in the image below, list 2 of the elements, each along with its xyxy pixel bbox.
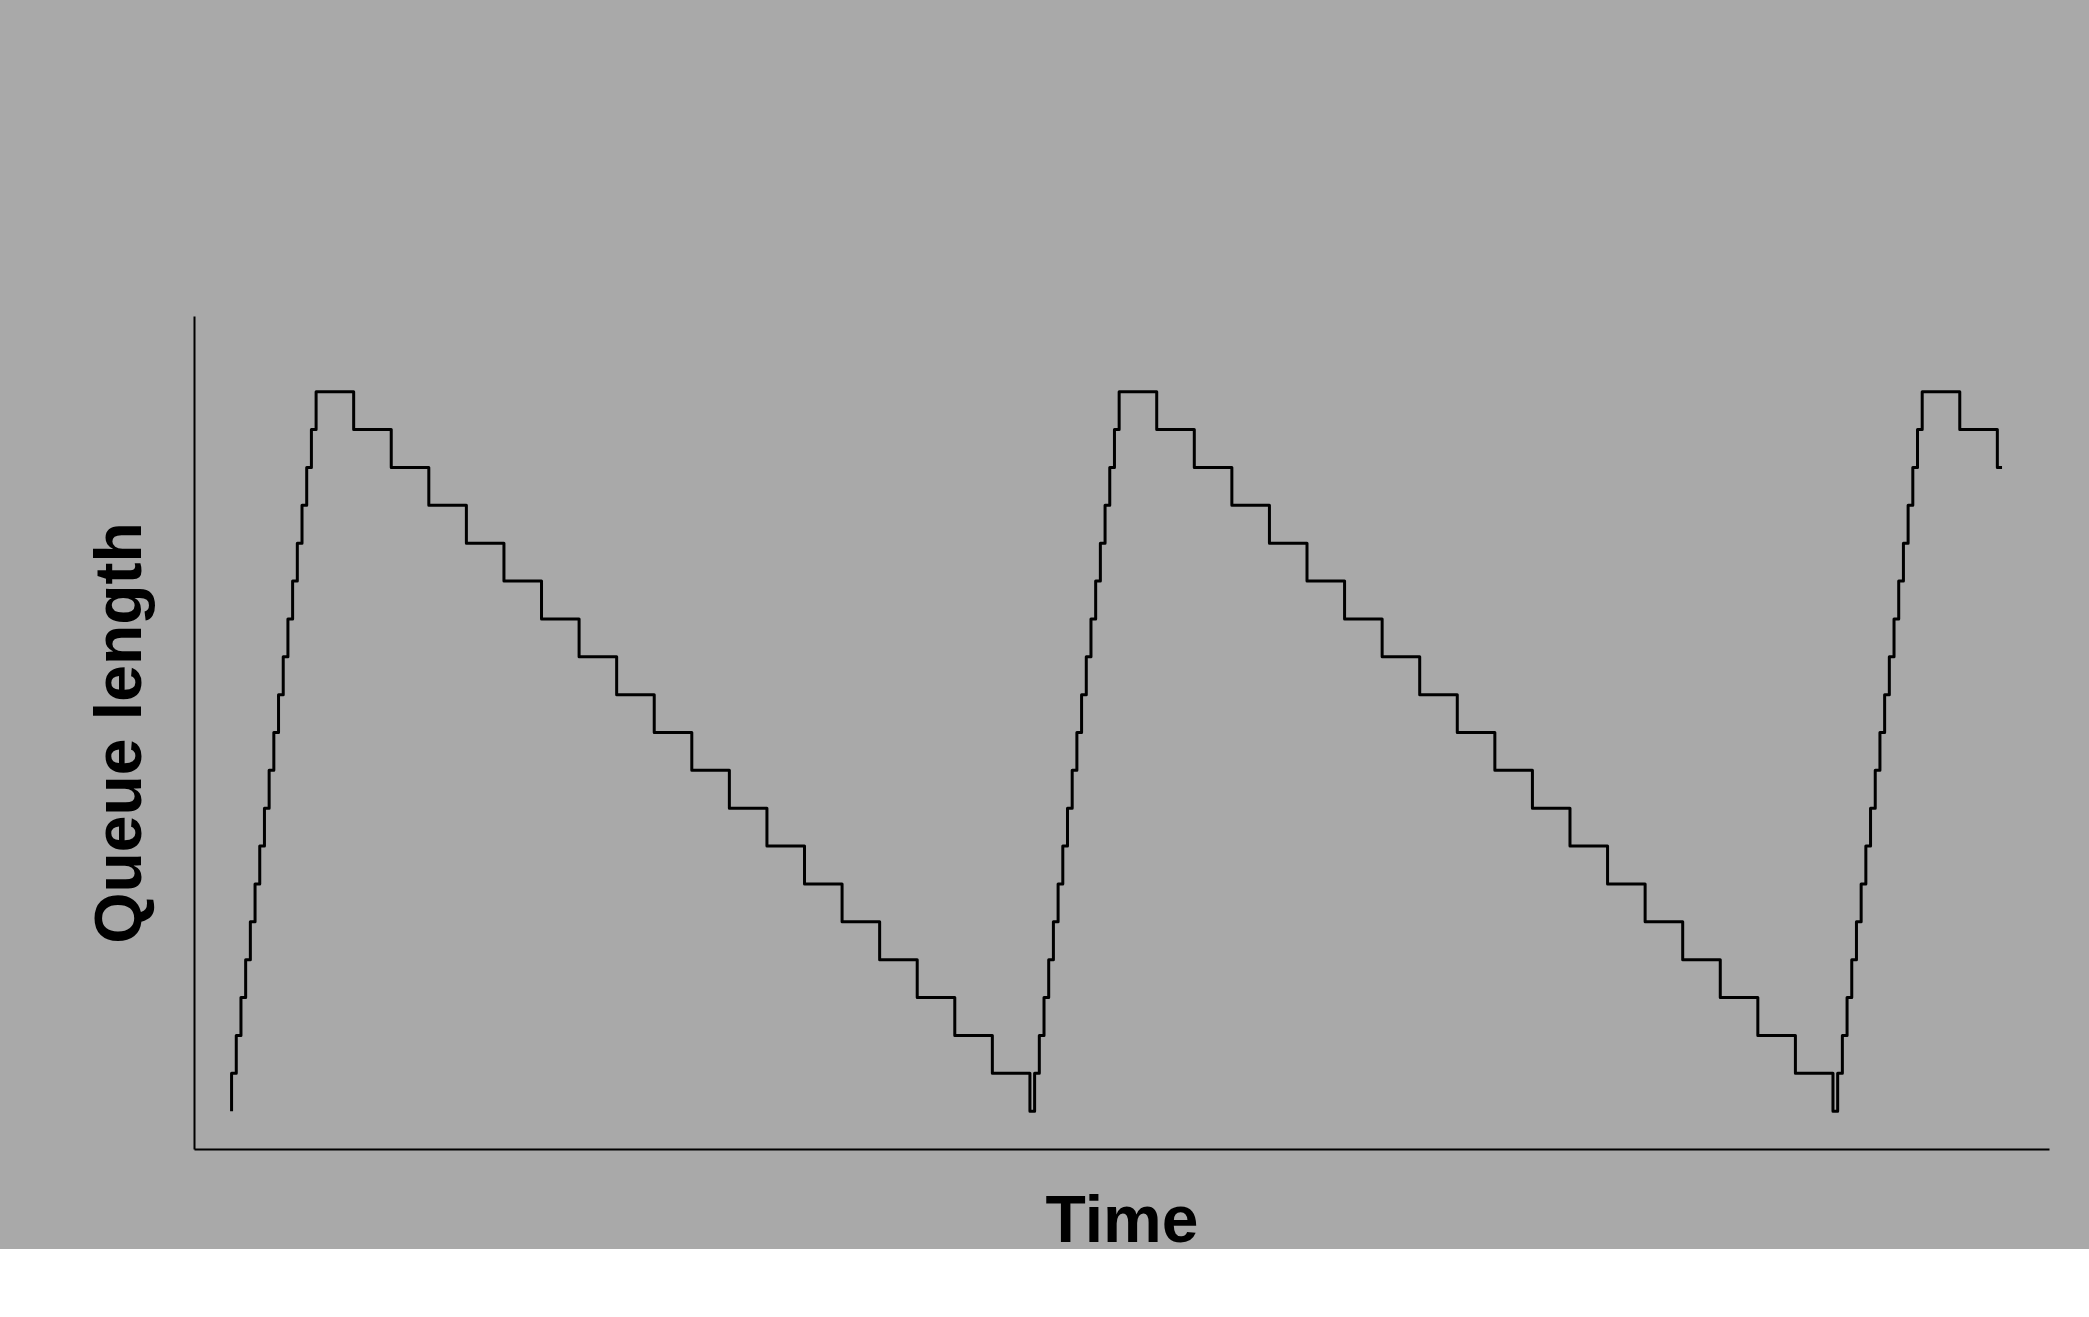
y-axis-title: Queue length (80, 522, 155, 944)
x-axis-title: Time (1045, 1181, 1199, 1256)
